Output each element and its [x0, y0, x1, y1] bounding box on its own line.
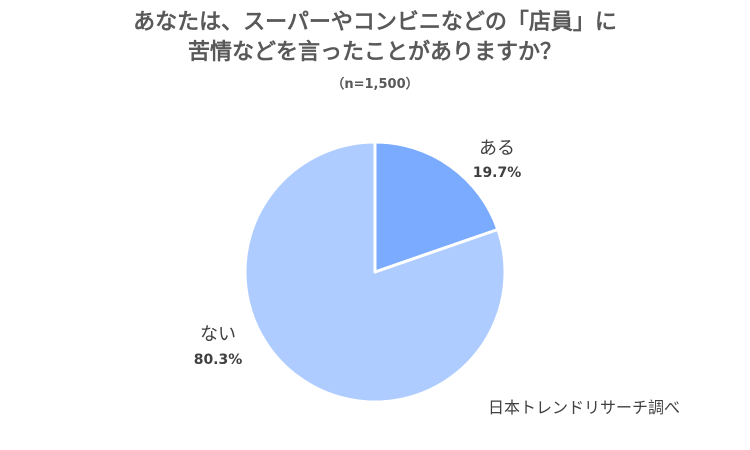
- slice-value-label-nai: 80.3%: [194, 352, 243, 368]
- source-note: 日本トレンドリサーチ調べ: [487, 398, 680, 417]
- slice-value-label-aru: 19.7%: [473, 165, 522, 181]
- chart-title-line-1: あなたは、スーパーやコンビニなどの「店員」に: [133, 10, 617, 35]
- pie-slices: [243, 140, 507, 404]
- slice-label-aru: ある 19.7%: [473, 138, 522, 181]
- slice-category-label-aru: ある: [479, 138, 515, 159]
- chart-subtitle: （n=1,500）: [331, 77, 419, 92]
- chart-title-line-2: 苦情などを言ったことがありますか？: [187, 40, 562, 65]
- slice-label-nai: ない 80.3%: [194, 324, 243, 368]
- chart-title: あなたは、スーパーやコンビニなどの「店員」に 苦情などを言ったことがありますか？: [0, 8, 750, 68]
- pie-slice-nai: [243, 140, 507, 404]
- slice-category-label-nai: ない: [200, 324, 236, 345]
